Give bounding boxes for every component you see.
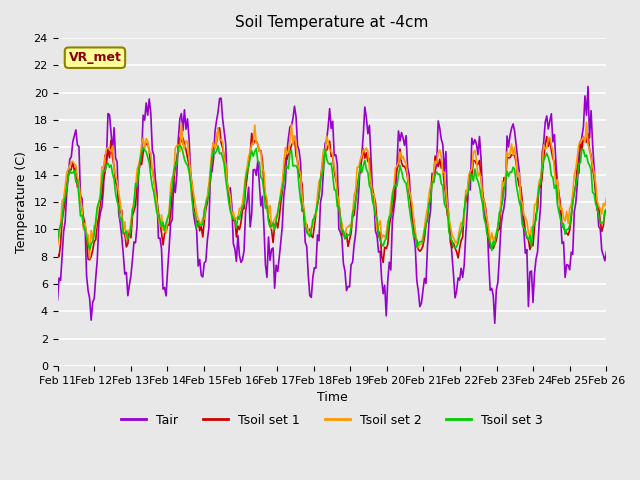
Tsoil set 3: [246, 155, 254, 161]
Tsoil set 1: [380, 260, 387, 265]
Tair: [491, 320, 499, 326]
Y-axis label: Temperature (C): Temperature (C): [15, 151, 28, 253]
Text: VR_met: VR_met: [68, 51, 122, 64]
Tsoil set 2: [295, 166, 303, 172]
Tair: [294, 143, 301, 148]
Tair: [602, 249, 610, 254]
Tair: [121, 271, 129, 277]
Tsoil set 2: [219, 139, 227, 145]
Tsoil set 1: [575, 170, 582, 176]
Line: Tsoil set 2: Tsoil set 2: [58, 122, 606, 258]
Tsoil set 2: [602, 195, 610, 201]
Tair: [584, 84, 592, 89]
Tsoil set 1: [237, 219, 245, 225]
Tsoil set 3: [219, 155, 227, 160]
Tsoil set 1: [295, 170, 303, 176]
Tsoil set 2: [86, 255, 93, 261]
Tair: [217, 96, 225, 101]
Tsoil set 2: [582, 120, 590, 125]
Tair: [573, 181, 581, 187]
Tsoil set 3: [176, 143, 184, 148]
Line: Tsoil set 1: Tsoil set 1: [58, 128, 606, 263]
Tsoil set 1: [219, 145, 227, 151]
Tsoil set 2: [573, 154, 581, 160]
Tsoil set 3: [121, 230, 129, 236]
Tsoil set 3: [575, 161, 582, 167]
Tsoil set 3: [237, 209, 245, 215]
Tsoil set 2: [122, 236, 130, 242]
Tsoil set 1: [602, 207, 610, 213]
Tsoil set 2: [54, 242, 61, 248]
Line: Tsoil set 3: Tsoil set 3: [58, 145, 606, 251]
Tsoil set 1: [246, 151, 254, 156]
Tair: [236, 252, 243, 258]
Tsoil set 3: [54, 238, 61, 243]
Tair: [244, 184, 252, 190]
Tsoil set 1: [54, 252, 61, 257]
X-axis label: Time: Time: [317, 391, 348, 404]
Tsoil set 3: [488, 248, 495, 253]
Line: Tair: Tair: [58, 86, 606, 323]
Tsoil set 2: [237, 205, 245, 211]
Tsoil set 1: [216, 125, 223, 131]
Tair: [54, 297, 61, 303]
Title: Soil Temperature at -4cm: Soil Temperature at -4cm: [236, 15, 429, 30]
Legend: Tair, Tsoil set 1, Tsoil set 2, Tsoil set 3: Tair, Tsoil set 1, Tsoil set 2, Tsoil se…: [116, 409, 548, 432]
Tsoil set 2: [246, 149, 254, 155]
Tsoil set 1: [121, 230, 129, 236]
Tsoil set 3: [295, 184, 303, 190]
Tsoil set 3: [602, 206, 610, 212]
